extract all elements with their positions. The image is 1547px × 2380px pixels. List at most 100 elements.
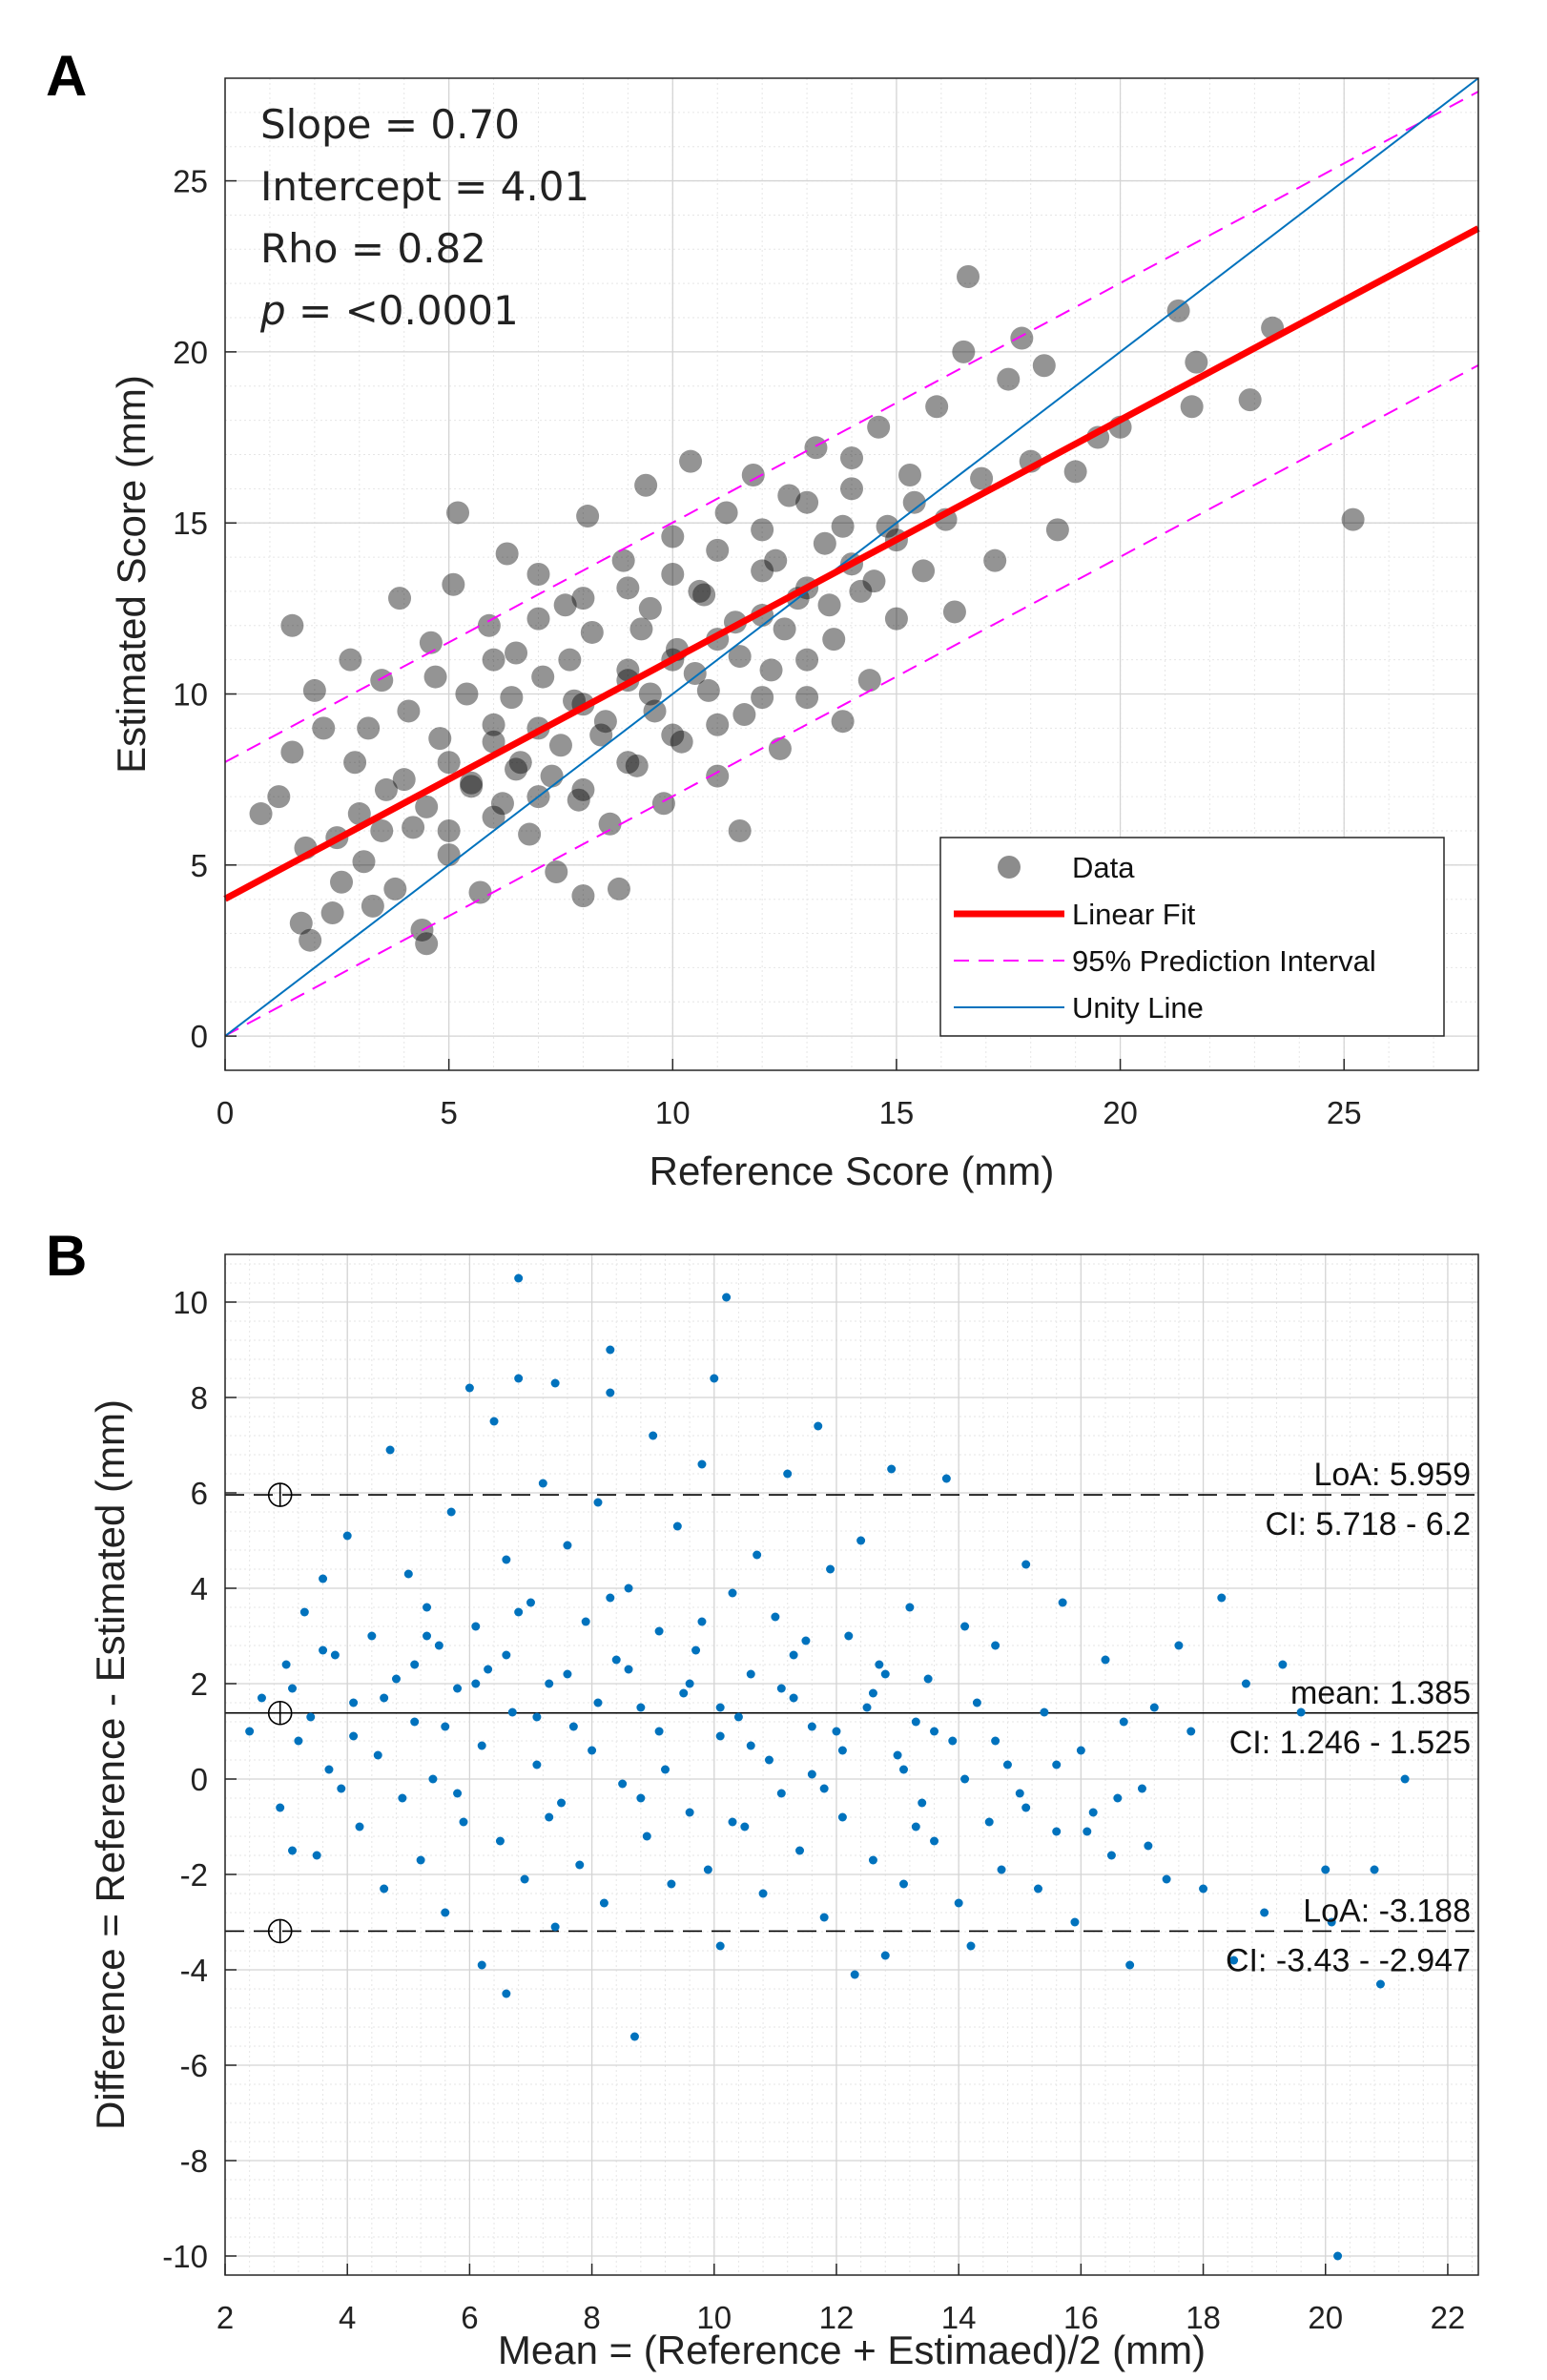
difference-point [1370, 1865, 1379, 1874]
difference-point [1186, 1727, 1196, 1736]
difference-point [789, 1650, 798, 1660]
data-point [526, 607, 550, 631]
data-point [571, 777, 595, 801]
chart-a-xtick-label: 10 [655, 1095, 691, 1130]
difference-point [380, 1693, 389, 1703]
stat-slope: Slope = 0.70 [260, 101, 520, 148]
difference-point [550, 1378, 560, 1388]
difference-point [416, 1855, 425, 1865]
data-point [477, 613, 501, 637]
data-point [942, 600, 966, 624]
chart-a: 0 5 10 15 20 25 0 5 10 15 20 25 Reference Score (mm… [109, 77, 1480, 1193]
chart-a-ytick-label: 0 [191, 1019, 208, 1054]
difference-point [898, 1879, 908, 1889]
difference-point [306, 1712, 316, 1722]
difference-point [581, 1617, 590, 1626]
pi-lower-line [224, 364, 1479, 1037]
data-point [611, 548, 635, 572]
chart-b-ytick-label: 0 [191, 1762, 208, 1797]
difference-point [1260, 1908, 1269, 1917]
data-point [347, 802, 371, 826]
difference-point [410, 1717, 420, 1727]
data-point [374, 777, 398, 801]
difference-point [391, 1674, 401, 1684]
chart-a-ytick-label: 5 [191, 848, 208, 883]
data-point [912, 559, 936, 583]
chart-b-xtick-label: 12 [819, 2300, 855, 2335]
data-point [482, 805, 505, 829]
mean-label: mean: 1.385 [1290, 1675, 1471, 1711]
data-point [898, 464, 922, 486]
difference-point [1040, 1707, 1049, 1717]
data-point [289, 911, 313, 935]
difference-point [588, 1746, 597, 1755]
difference-point [887, 1464, 897, 1474]
difference-point [771, 1612, 780, 1622]
difference-point [398, 1793, 407, 1803]
data-point [862, 569, 886, 593]
difference-point [606, 1345, 615, 1355]
data-point [728, 818, 752, 842]
data-point [1166, 299, 1190, 322]
stat-rho-value: 0.82 [397, 225, 486, 272]
difference-point [862, 1703, 872, 1712]
data-point [428, 727, 452, 751]
data-point [957, 265, 980, 288]
difference-point [423, 1603, 432, 1612]
difference-point [514, 1273, 524, 1283]
data-point [679, 449, 703, 473]
difference-point [764, 1755, 774, 1765]
difference-point [526, 1598, 535, 1607]
difference-point [960, 1622, 970, 1631]
difference-point [672, 1521, 682, 1531]
difference-point [337, 1784, 346, 1793]
difference-point [758, 1889, 768, 1898]
difference-point [850, 1970, 859, 1979]
data-point [638, 682, 662, 706]
chart-b-ytick-label: 6 [191, 1476, 208, 1511]
difference-point [837, 1812, 847, 1822]
difference-point [930, 1836, 939, 1846]
difference-point [319, 1645, 328, 1655]
difference-point [434, 1641, 443, 1650]
data-point [706, 764, 730, 788]
difference-point [733, 1712, 743, 1722]
difference-point [550, 1922, 560, 1932]
difference-point [495, 1836, 505, 1846]
chart-a-xtick-label: 0 [217, 1095, 234, 1130]
difference-point [649, 1431, 658, 1440]
difference-point [728, 1588, 737, 1598]
difference-point [753, 1550, 762, 1560]
data-point [388, 587, 412, 611]
difference-point [257, 1693, 266, 1703]
stat-slope-value: 0.70 [430, 101, 520, 148]
chart-b-xtick-label: 22 [1431, 2300, 1466, 2335]
chart-b-lines [225, 1494, 1478, 1933]
data-point [312, 716, 336, 740]
data-point [302, 678, 326, 702]
chart-b-frame [224, 1253, 1479, 2276]
data-point [339, 648, 362, 672]
difference-point [1113, 1793, 1123, 1803]
lower-loa-label: LoA: -3.188 [1303, 1893, 1471, 1929]
difference-point [593, 1698, 603, 1707]
difference-point [868, 1688, 877, 1698]
data-point [1045, 518, 1069, 542]
difference-point [984, 1817, 994, 1827]
difference-point [410, 1660, 420, 1669]
data-point [423, 665, 447, 689]
difference-point [679, 1688, 689, 1698]
mean-ci-label: CI: 1.246 - 1.525 [1229, 1725, 1471, 1761]
difference-point [710, 1374, 719, 1383]
difference-point [1296, 1707, 1306, 1717]
data-point [696, 678, 720, 702]
difference-point [991, 1641, 1000, 1650]
difference-point [715, 1703, 725, 1712]
data-point [706, 713, 730, 736]
chart-b-ytick-label: 4 [191, 1571, 208, 1606]
difference-point [875, 1660, 884, 1669]
difference-point [844, 1631, 854, 1641]
difference-point [477, 1741, 486, 1750]
data-point [598, 812, 622, 836]
difference-point [966, 1941, 976, 1951]
